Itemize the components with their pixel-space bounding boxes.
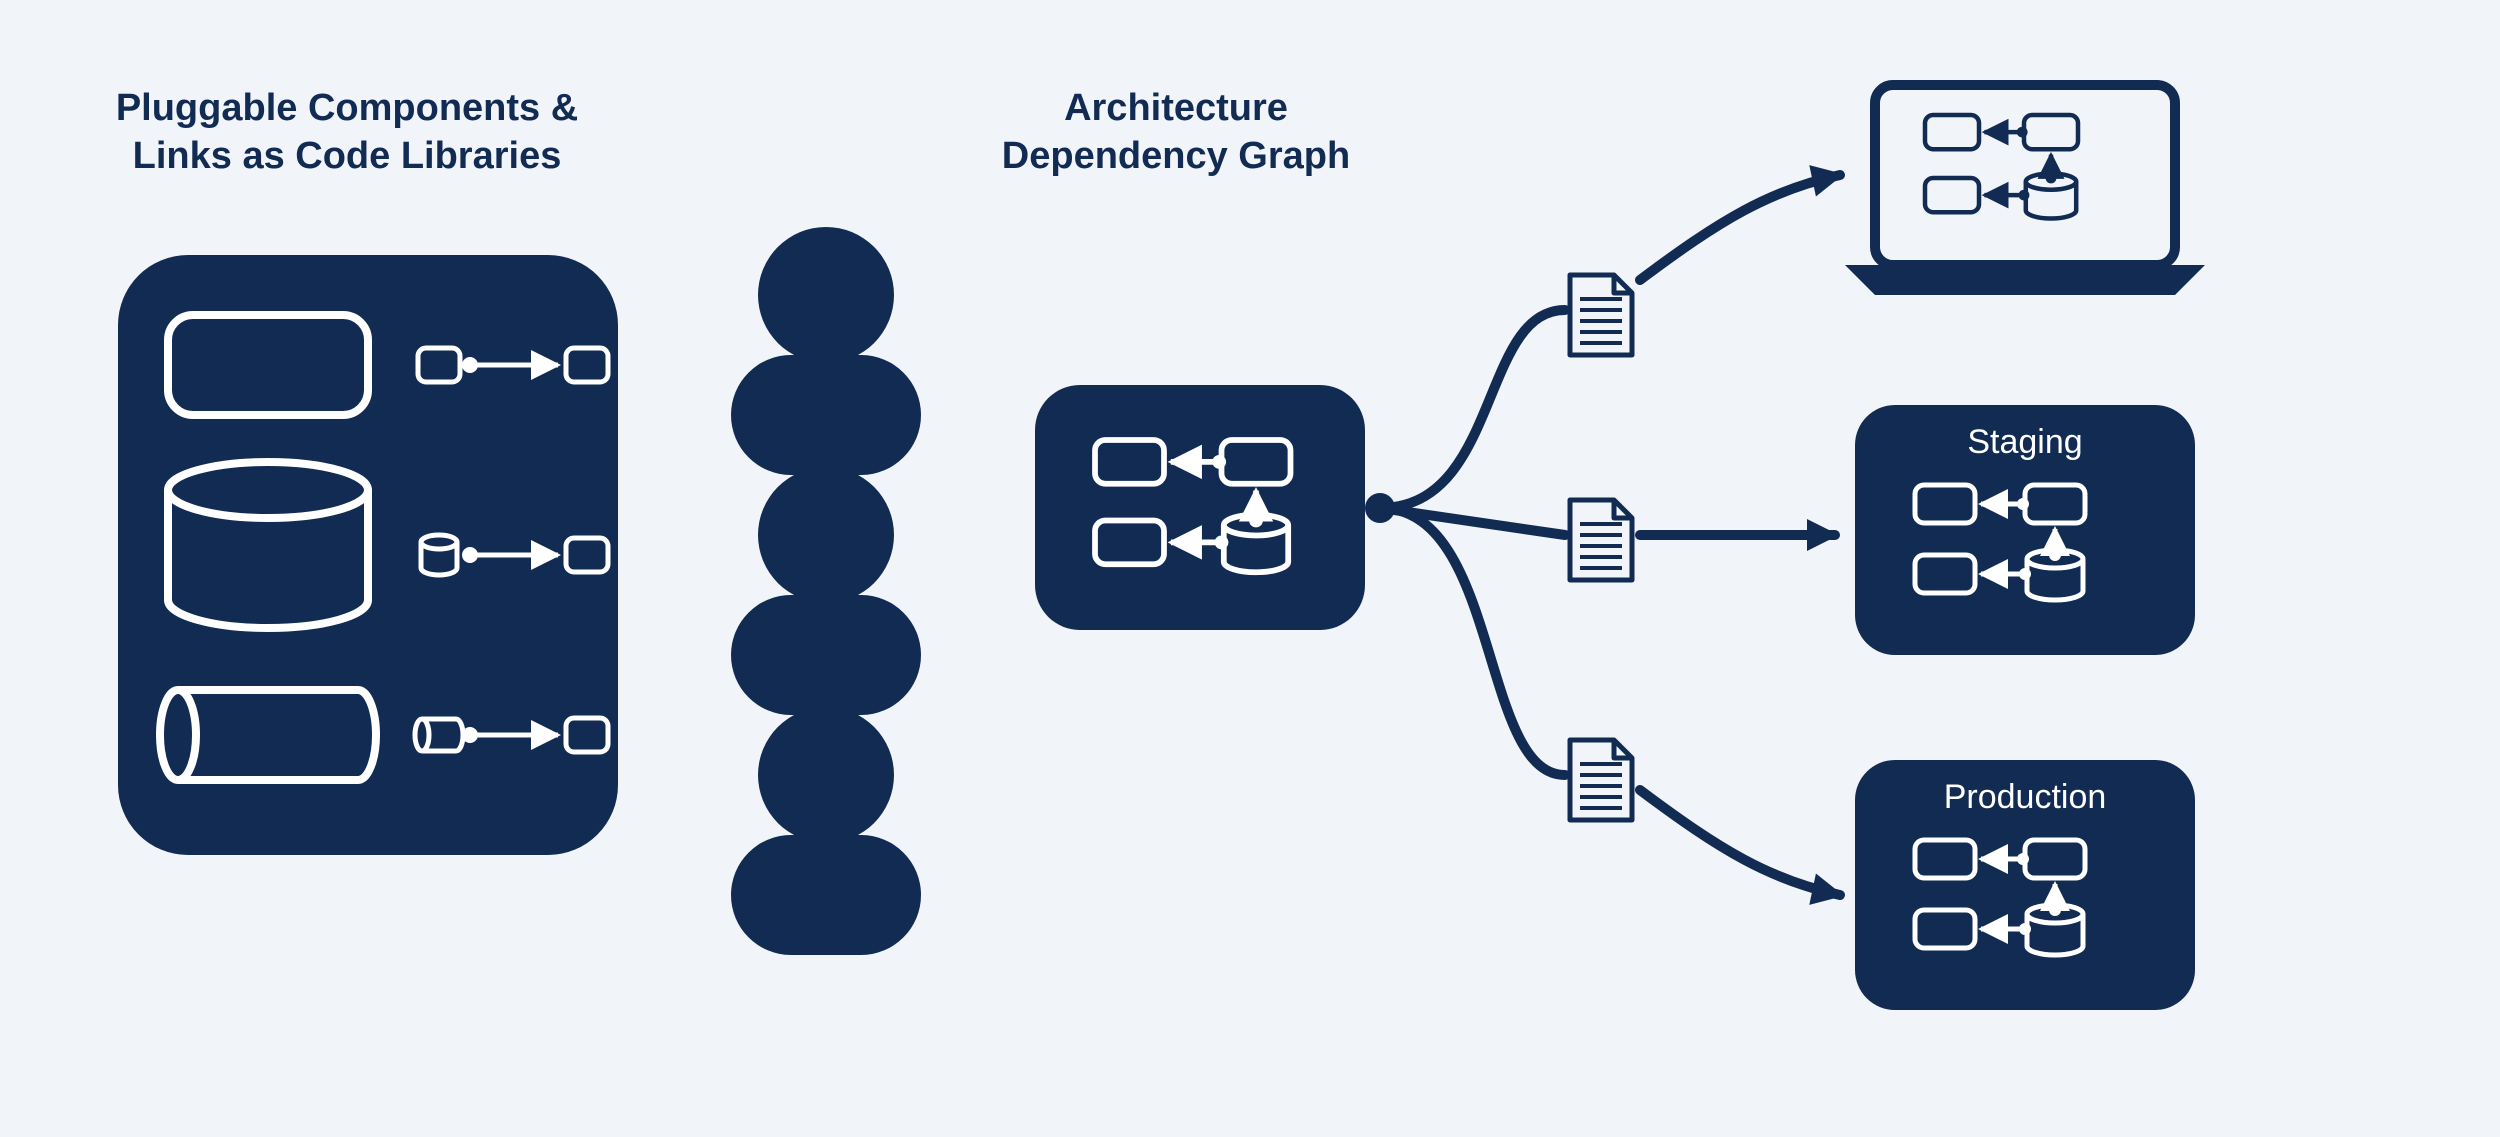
deploy-arrow-1	[1640, 175, 1840, 280]
document-icon-2	[1570, 500, 1632, 580]
target-staging: Staging	[1855, 405, 2195, 655]
title-left-line1: Pluggable Components &	[116, 87, 578, 129]
target-production: Production	[1855, 760, 2195, 1010]
deploy-arrowhead-2	[1807, 519, 1839, 551]
title-center-line1: Architecture	[1064, 87, 1288, 129]
title-center-line2: Dependency Graph	[1002, 135, 1350, 177]
branch-line-3	[1380, 508, 1565, 775]
branch-line-1	[1380, 310, 1565, 508]
document-icon-1	[1570, 275, 1632, 355]
person-icon-2	[731, 467, 921, 715]
person-icon-1	[731, 227, 921, 475]
target-staging-label: Staging	[1967, 423, 2082, 461]
target-laptop	[1845, 85, 2205, 295]
document-icon-3	[1570, 740, 1632, 820]
architecture-panel	[1035, 385, 1365, 630]
title-left-line2: Links as Code Libraries	[133, 135, 562, 177]
deploy-arrow-3	[1640, 790, 1840, 895]
person-icon-3	[731, 707, 921, 955]
target-production-label: Production	[1944, 778, 2107, 816]
